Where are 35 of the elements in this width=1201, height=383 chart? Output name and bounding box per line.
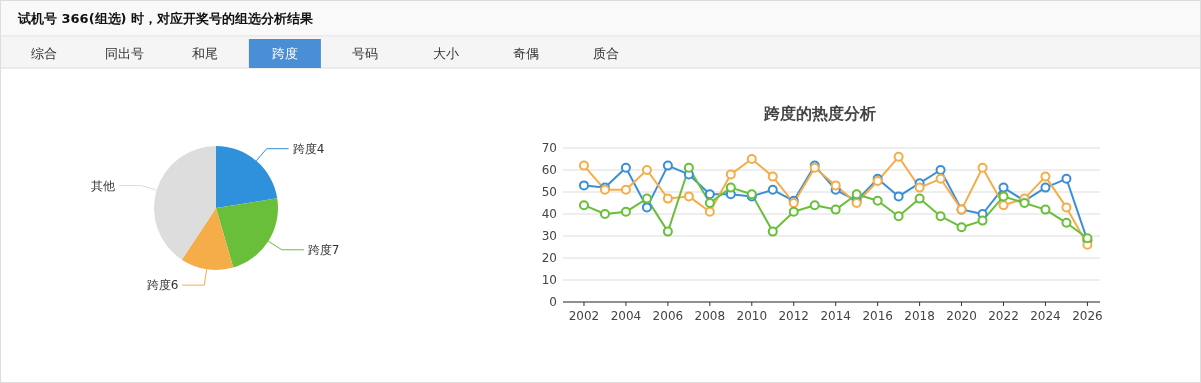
x-tick-label: 2004 [610,309,642,323]
text: 大小 [432,46,459,61]
x-tick-label: 2018 [904,309,935,323]
chart-title: 试机号 366(组选) 时，对应开奖号的组选分析结果 [17,11,315,26]
slice-label: 跨度7 [307,242,340,257]
slice-label: 跨度4 [292,141,325,156]
text: 奇偶 [512,46,539,61]
x-tick-label: 2014 [820,309,851,323]
y-tick-label: 60 [541,163,557,177]
text: 和尾 [191,46,218,61]
x-tick-label: 2020 [946,309,977,323]
chart-title: 跨度的热度分析 [763,104,876,123]
y-tick-label: 20 [541,251,557,265]
y-tick-label: 0 [549,295,557,309]
x-tick-label: 2024 [1030,309,1061,323]
y-tick-label: 70 [541,141,557,155]
y-tick-label: 50 [541,185,557,199]
x-tick-label: 2012 [778,309,810,323]
slice-label: 跨度6 [146,278,179,293]
slice-label: 其他 [91,178,116,193]
x-tick-label: 2022 [988,309,1019,323]
y-tick-label: 40 [541,207,557,221]
x-tick-label: 2026 [1072,309,1103,323]
x-tick-label: 2002 [568,309,600,323]
text: 跨度 [271,46,298,61]
x-tick-label: 2006 [652,309,684,323]
text: 综合 [31,46,57,61]
text: 质合 [593,46,620,61]
x-tick-label: 2016 [862,309,893,323]
y-tick-label: 30 [541,229,557,243]
y-tick-label: 10 [541,273,557,287]
x-tick-label: 2010 [736,309,768,323]
x-tick-label: 2008 [694,309,726,323]
text: 同出号 [104,46,144,61]
text: 号码 [352,46,379,61]
